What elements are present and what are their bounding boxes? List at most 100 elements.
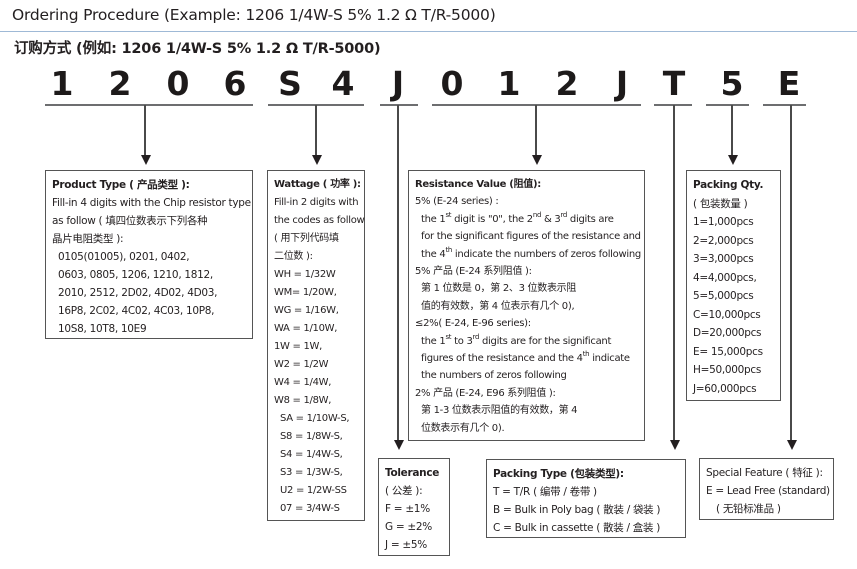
group-underline-product-type (45, 104, 253, 106)
line-text: 值的有效数，第 4 位表示有几个 0), (421, 300, 575, 312)
line-text: digits are (567, 213, 614, 225)
box-line: WG = 1/16W, (274, 302, 358, 320)
arrow-down-icon (394, 440, 404, 450)
box-line: C = Bulk in cassette ( 散装 / 盒装 ) (493, 519, 679, 537)
box-title: Product Type ( 产品类型 ): (52, 179, 190, 191)
arrow-down-icon (312, 155, 322, 165)
code-character: J (391, 64, 405, 103)
line-text: 5=5,000pcs (693, 290, 754, 302)
line-text: WA = 1/10W, (274, 323, 338, 334)
box-line: 0603, 0805, 1206, 1210, 1812, (52, 266, 246, 284)
group-underline-tolerance (380, 104, 418, 106)
line-text: digits are for the significant (479, 335, 612, 347)
box-line: C=10,000pcs (693, 306, 774, 325)
box-line: for the significant figures of the resis… (415, 228, 641, 245)
code-character: 2 (108, 64, 132, 103)
line-text: WH = 1/32W (274, 269, 336, 280)
line-text: ( 无铅标准品 ) (716, 503, 781, 515)
code-character: 5 (720, 64, 744, 103)
line-text: ( 用下列代码填 (274, 233, 339, 244)
box-line: 0105(01005), 0201, 0402, (52, 248, 246, 266)
line-text: J=60,000pcs (693, 382, 757, 395)
title-divider (0, 31, 857, 32)
ordinal-suffix: st (445, 210, 452, 219)
line-text: H=50,000pcs (693, 364, 762, 376)
box-line: Fill-in 4 digits with the Chip resistor … (52, 194, 251, 212)
box-line: E = Lead Free (standard) (706, 482, 830, 500)
box-line: J = ±5% (385, 536, 443, 554)
box-line: 4=4,000pcs, (693, 269, 774, 288)
line-text: E = Lead Free (standard) (706, 485, 830, 497)
box-line: ≤2%( E-24, E-96 series): (415, 315, 638, 332)
box-line: W2 = 1/2W (274, 356, 358, 374)
box-line: S8 = 1/8W-S, (274, 428, 358, 446)
line-text: indicate (589, 353, 630, 365)
line-text: the 1 (421, 335, 446, 347)
arrow-down-icon (141, 155, 151, 165)
box-title: Packing Type (包装类型): (493, 468, 624, 480)
box-title: Tolerance (385, 467, 440, 479)
box-line: as follow ( 填四位数表示下列各种 (52, 212, 246, 230)
line-text: ( 公差 ): (385, 485, 423, 497)
ordinal-suffix: nd (532, 210, 542, 219)
line-text: the codes as follow (274, 215, 365, 226)
box-title: Resistance Value (阻值): (415, 179, 541, 190)
connector-packing-qty (731, 105, 733, 157)
line-text: WG = 1/16W, (274, 305, 339, 316)
line-text: W2 = 1/2W (274, 359, 329, 370)
ordinal-suffix: rd (472, 332, 480, 341)
box-line: Fill-in 2 digits with (274, 194, 359, 212)
line-text: 位数表示有几个 0). (421, 422, 505, 434)
box-line: D=20,000pcs (693, 324, 774, 343)
line-text: 1=1,000pcs (693, 216, 754, 228)
page-title: Ordering Procedure (Example: 1206 1/4W-S… (12, 6, 496, 24)
box-line: ( 包装数量 ) (693, 195, 774, 214)
box-line: the codes as follow (274, 212, 365, 230)
line-text: 16P8, 2C02, 4C02, 4C03, 10P8, (58, 305, 215, 317)
tolerance-box: Tolerance ( 公差 ): F = ±1% G = ±2% J = ±5% (378, 458, 450, 556)
code-character: T (662, 64, 686, 103)
code-character: 0 (166, 64, 190, 103)
code-character: 1 (497, 64, 521, 103)
line-text: F = ±1% (385, 503, 430, 515)
arrow-down-icon (728, 155, 738, 165)
line-text: 0105(01005), 0201, 0402, (58, 251, 190, 263)
connector-packing-type (673, 105, 675, 440)
box-line: U2 = 1/2W-SS (274, 482, 358, 500)
box-line: S4 = 1/4W-S, (274, 446, 358, 464)
box-line: the numbers of zeros following (415, 367, 638, 384)
box-line: 晶片电阻类型 ): (52, 230, 246, 248)
box-line: W8 = 1/8W, (274, 392, 358, 410)
line-text: 07 = 3/4W-S (280, 503, 340, 514)
box-line: 2010, 2512, 2D02, 4D02, 4D03, (52, 284, 246, 302)
line-text: 第 1-3 位数表示阻值的有效数，第 4 (421, 405, 578, 417)
box-line: 07 = 3/4W-S (274, 500, 358, 518)
line-text: as follow ( 填四位数表示下列各种 (52, 215, 208, 227)
box-line: B = Bulk in Poly bag ( 散装 / 袋装 ) (493, 501, 679, 519)
line-text: S4 = 1/4W-S, (280, 449, 343, 460)
line-text: 10S8, 10T8, 10E9 (58, 323, 147, 335)
line-text: the 4 (421, 248, 446, 260)
box-line: F = ±1% (385, 500, 443, 518)
code-character: 6 (223, 64, 247, 103)
line-text: 2% 产品 (E-24, E96 系列阻值 ): (415, 387, 556, 399)
line-text: J = ±5% (385, 539, 427, 551)
box-line: ( 公差 ): (385, 482, 443, 500)
connector-product-type (144, 105, 146, 157)
box-line: WH = 1/32W (274, 266, 358, 284)
box-line: 第 1 位数是 0，第 2、3 位数表示阻 (415, 280, 638, 297)
line-text: 3=3,000pcs (693, 253, 754, 265)
ordinal-suffix: th (445, 245, 453, 254)
line-text: to 3 (451, 335, 473, 347)
line-text: 1W = 1W, (274, 341, 323, 352)
line-text: 5% (E-24 series) : (415, 196, 499, 208)
box-line: the 1st digit is "0", the 2nd & 3rd digi… (415, 211, 638, 228)
box-line: ( 无铅标准品 ) (706, 500, 827, 518)
box-line: ( 用下列代码填 (274, 230, 358, 248)
box-line: 值的有效数，第 4 位表示有几个 0), (415, 298, 638, 315)
line-text: 2010, 2512, 2D02, 4D02, 4D03, (58, 287, 218, 299)
box-line: S3 = 1/3W-S, (274, 464, 358, 482)
line-text: SA = 1/10W-S, (280, 413, 350, 424)
line-text: for the significant figures of the resis… (421, 231, 641, 243)
